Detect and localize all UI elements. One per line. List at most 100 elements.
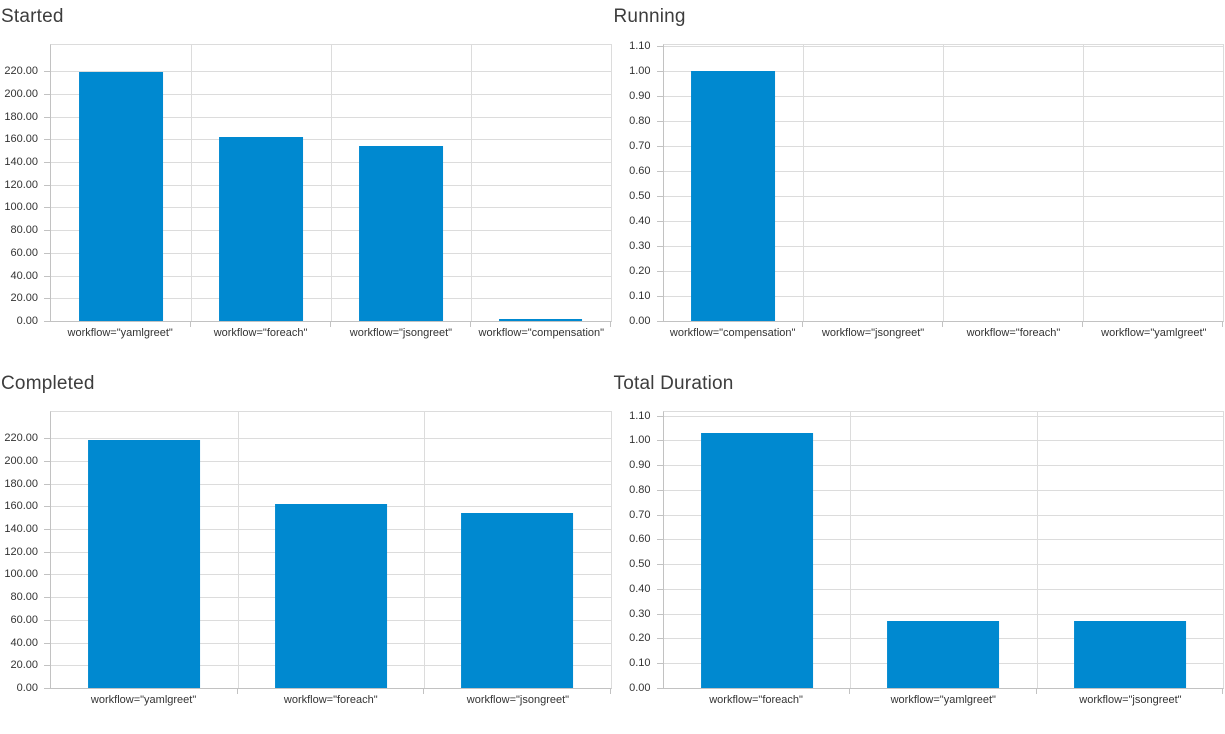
y-axis-label: 60.00 bbox=[10, 614, 38, 626]
y-axis-label: 100.00 bbox=[4, 568, 38, 580]
completed-bar-chart: 0.00 20.00 40.00 60.00 80.00 100.00 120.00 140.… bbox=[0, 367, 613, 734]
y-axis-label: 80.00 bbox=[10, 591, 38, 603]
x-axis-label: workflow="jsongreet" bbox=[821, 327, 925, 339]
y-axis-label: 220.00 bbox=[4, 432, 38, 444]
y-axis-label: 100.00 bbox=[4, 201, 38, 213]
y-axis-label: 1.10 bbox=[629, 410, 651, 422]
v-gridline bbox=[330, 45, 332, 321]
y-axis-label: 180.00 bbox=[4, 478, 38, 490]
bar bbox=[1073, 621, 1186, 688]
v-gridline bbox=[1036, 412, 1038, 688]
y-axis-tick bbox=[44, 529, 50, 530]
y-axis-label: 0.40 bbox=[629, 583, 651, 595]
y-axis-label: 180.00 bbox=[4, 111, 38, 123]
y-axis-tick bbox=[44, 484, 50, 485]
y-axis-tick bbox=[44, 643, 50, 644]
y-axis-label: 0.30 bbox=[629, 240, 651, 252]
x-axis-tick bbox=[329, 322, 331, 327]
plot-area bbox=[50, 411, 612, 694]
y-axis-tick bbox=[656, 146, 663, 147]
y-axis-label: 0.50 bbox=[629, 558, 651, 570]
y-axis-tick bbox=[44, 506, 50, 507]
y-axis-label: 0.90 bbox=[629, 459, 651, 471]
x-axis-tick bbox=[609, 322, 611, 327]
v-gridline bbox=[470, 45, 472, 321]
y-axis-tick bbox=[44, 139, 50, 140]
v-gridline bbox=[943, 45, 945, 321]
panel-title-total-duration: Total Duration bbox=[613, 373, 734, 394]
y-axis-label: 40.00 bbox=[10, 270, 38, 282]
x-axis-labels: workflow="yamlgreet" workflow="foreach" wo… bbox=[50, 327, 612, 339]
y-axis: 0.00 20.00 40.00 60.00 80.00 100.00 120.00 140.… bbox=[0, 411, 50, 694]
x-axis-label: workflow="jsongreet" bbox=[349, 327, 453, 339]
h-gridline bbox=[663, 416, 1223, 417]
y-axis-label: 0.60 bbox=[629, 165, 651, 177]
y-axis-label: 0.00 bbox=[629, 315, 651, 327]
x-axis-tick bbox=[1082, 322, 1084, 327]
x-axis-tick bbox=[189, 322, 191, 327]
running-bar-chart: 0.00 0.10 0.20 0.30 0.40 0.50 0.60 0.70 0.80 0.90… bbox=[613, 0, 1225, 367]
y-axis-tick bbox=[656, 564, 663, 565]
h-gridline bbox=[51, 461, 611, 462]
x-axis-tick bbox=[423, 689, 424, 694]
x-axis-label: workflow="yamlgreet" bbox=[90, 694, 197, 706]
bar bbox=[461, 513, 574, 688]
y-axis-label: 1.00 bbox=[629, 65, 651, 77]
h-gridline bbox=[51, 438, 611, 439]
y-axis-label: 0.30 bbox=[629, 608, 651, 620]
y-axis: 0.00 20.00 40.00 60.00 80.00 100.00 120.00 140.… bbox=[0, 44, 50, 327]
plot-area bbox=[50, 44, 612, 327]
x-axis-tick bbox=[849, 689, 850, 694]
bar bbox=[691, 71, 776, 321]
h-gridline bbox=[663, 465, 1223, 466]
y-axis-tick bbox=[656, 515, 663, 516]
x-axis-label: workflow="foreach" bbox=[709, 694, 803, 706]
y-axis-tick bbox=[656, 663, 663, 664]
panel-running: Running 0.00 0.10 0.20 0.30 0.40 0.50 0.60 0.70… bbox=[613, 0, 1225, 367]
y-axis-label: 0.90 bbox=[629, 90, 651, 102]
bar bbox=[78, 72, 163, 321]
y-axis-tick bbox=[44, 597, 50, 598]
y-axis-tick bbox=[656, 490, 663, 491]
y-axis-tick bbox=[44, 162, 50, 163]
y-axis-tick bbox=[656, 271, 663, 272]
x-axis-label: workflow="compensation" bbox=[478, 327, 605, 339]
y-axis: 0.00 0.10 0.20 0.30 0.40 0.50 0.60 0.70 0.80 0.90… bbox=[613, 410, 663, 694]
y-axis-label: 0.00 bbox=[16, 315, 38, 327]
y-axis-tick bbox=[656, 416, 663, 417]
y-axis-tick bbox=[656, 171, 663, 172]
y-axis-tick bbox=[44, 552, 50, 553]
y-axis-tick bbox=[44, 230, 50, 231]
y-axis-tick bbox=[44, 276, 50, 277]
x-axis-labels: workflow="compensation" workflow="jsongre… bbox=[663, 327, 1225, 339]
x-axis-labels: workflow="foreach" workflow="yamlgreet" wo… bbox=[663, 694, 1225, 706]
v-gridline bbox=[237, 412, 239, 688]
y-axis-label: 140.00 bbox=[4, 523, 38, 535]
y-axis-label: 80.00 bbox=[10, 224, 38, 236]
y-axis-label: 0.20 bbox=[629, 632, 651, 644]
y-axis-tick bbox=[44, 185, 50, 186]
y-axis-tick bbox=[656, 96, 663, 97]
y-axis-label: 120.00 bbox=[4, 179, 38, 191]
y-axis-tick bbox=[656, 638, 663, 639]
v-gridline bbox=[803, 45, 805, 321]
y-axis-tick bbox=[44, 665, 50, 666]
x-axis-label: workflow="foreach" bbox=[283, 694, 378, 706]
x-axis-label: workflow="foreach" bbox=[213, 327, 308, 339]
y-axis-label: 0.70 bbox=[629, 140, 651, 152]
x-axis-tick bbox=[802, 322, 804, 327]
total-duration-bar-chart: 0.00 0.10 0.20 0.30 0.40 0.50 0.60 0.70 0.80 0.90… bbox=[613, 367, 1225, 734]
x-axis-tick bbox=[609, 689, 611, 694]
h-gridline bbox=[663, 614, 1223, 615]
bar bbox=[274, 504, 387, 688]
y-axis-tick bbox=[656, 688, 663, 689]
x-axis-tick bbox=[236, 689, 238, 694]
y-axis-tick bbox=[656, 246, 663, 247]
y-axis-label: 0.50 bbox=[629, 190, 651, 202]
y-axis-tick bbox=[656, 614, 663, 615]
y-axis-tick bbox=[656, 196, 663, 197]
h-gridline bbox=[663, 440, 1223, 441]
h-gridline bbox=[663, 564, 1223, 565]
y-axis: 0.00 0.10 0.20 0.30 0.40 0.50 0.60 0.70 0.80 0.90… bbox=[613, 40, 663, 327]
panel-title-completed: Completed bbox=[1, 373, 95, 394]
